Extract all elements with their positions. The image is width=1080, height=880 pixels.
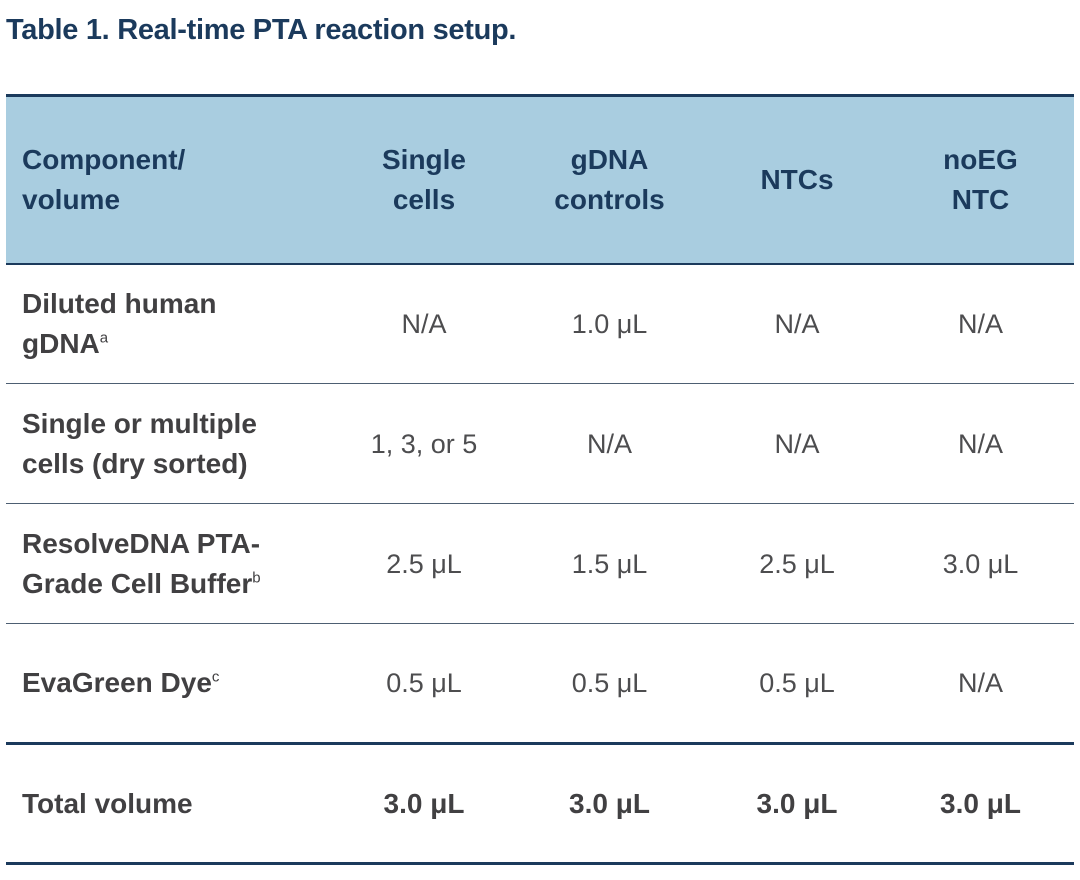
table-row: EvaGreen Dyec 0.5 μL 0.5 μL 0.5 μL N/A [6, 623, 1074, 745]
table-cell: N/A [707, 383, 887, 504]
table-cell: N/A [887, 263, 1074, 384]
header-gdna-controls: gDNA controls [512, 94, 707, 265]
table-header-row: Component/volume Single cells gDNA control… [6, 94, 1074, 265]
footnote-marker: b [252, 569, 261, 587]
table-row: Single or multiple cells (dry sorted) 1, … [6, 383, 1074, 504]
table-cell: 3.0 μL [887, 503, 1074, 624]
header-noeg-ntc: noEG NTC [887, 94, 1074, 265]
table-cell: 2.5 μL [336, 503, 512, 624]
row-label: ResolveDNA PTA- Grade Cell Bufferb [6, 503, 336, 624]
table-cell: 0.5 μL [336, 623, 512, 745]
header-component-volume: Component/volume [6, 94, 336, 265]
footnote-marker: c [211, 668, 220, 686]
total-cell: 3.0 μL [336, 743, 512, 865]
table-cell: 0.5 μL [707, 623, 887, 745]
table-row: ResolveDNA PTA- Grade Cell Bufferb 2.5 μL… [6, 503, 1074, 624]
total-row: Total volume 3.0 μL 3.0 μL 3.0 μL 3.0 μL [6, 743, 1074, 865]
row-label: Diluted human gDNAa [6, 263, 336, 384]
table-cell: N/A [707, 263, 887, 384]
table-cell: 1.0 μL [512, 263, 707, 384]
table-cell: 1, 3, or 5 [336, 383, 512, 504]
table-cell: N/A [887, 383, 1074, 504]
table-row: Diluted human gDNAa N/A 1.0 μL N/A N/A [6, 263, 1074, 384]
total-label: Total volume [6, 743, 336, 865]
row-label: EvaGreen Dyec [6, 623, 336, 745]
table-cell: 1.5 μL [512, 503, 707, 624]
total-cell: 3.0 μL [707, 743, 887, 865]
header-ntcs: NTCs [707, 94, 887, 265]
table-cell: N/A [336, 263, 512, 384]
total-cell: 3.0 μL [887, 743, 1074, 865]
row-label: Single or multiple cells (dry sorted) [6, 383, 336, 504]
footnote-marker: a [99, 329, 109, 347]
table-cell: 2.5 μL [707, 503, 887, 624]
total-cell: 3.0 μL [512, 743, 707, 865]
table-cell: N/A [512, 383, 707, 504]
table-cell: 0.5 μL [512, 623, 707, 745]
table-cell: N/A [887, 623, 1074, 745]
reaction-setup-table: Component/volume Single cells gDNA control… [6, 94, 1074, 865]
header-single-cells: Single cells [336, 94, 512, 265]
table-title: Table 1. Real-time PTA reaction setup. [6, 14, 517, 46]
